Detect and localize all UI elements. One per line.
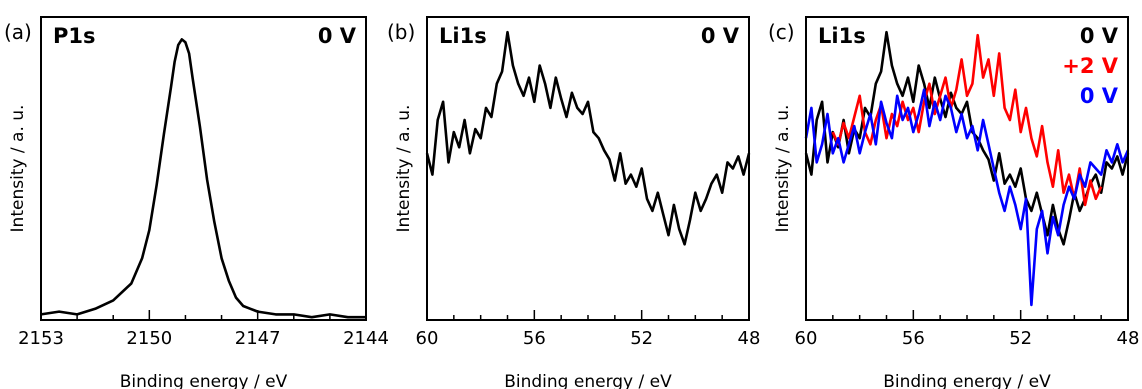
plot-frame bbox=[426, 16, 750, 321]
x-tick-label: 2144 bbox=[343, 328, 389, 349]
y-axis-title: Intensity / a. u. bbox=[773, 105, 793, 233]
x-tick-label: 48 bbox=[1117, 328, 1140, 349]
panel-tag: (a) bbox=[4, 20, 32, 44]
y-axis-title: Intensity / a. u. bbox=[8, 105, 28, 233]
core-level-label: P1s bbox=[53, 24, 96, 48]
x-tick-label: 2147 bbox=[235, 328, 281, 349]
plot-frame bbox=[805, 16, 1129, 321]
series-line-2 bbox=[831, 33, 1103, 207]
x-tick-label: 52 bbox=[1009, 328, 1032, 349]
x-tick-label: 60 bbox=[795, 328, 818, 349]
x-axis-title: Binding energy / eV bbox=[120, 372, 288, 389]
x-tick-label: 48 bbox=[738, 328, 761, 349]
x-tick-label: 2153 bbox=[18, 328, 64, 349]
panels: 2153 2150 2147 2144 (a) P1s 0 V Binding energy … bbox=[4, 16, 1140, 389]
series-line-1 bbox=[425, 30, 751, 246]
y-axis-title: Intensity / a. u. bbox=[394, 105, 414, 233]
panel-3: 60 56 52 48 (c) Li1s 0 V +2 V 0 V Binding energy … bbox=[768, 16, 1140, 389]
core-level-label: Li1s bbox=[439, 24, 487, 48]
x-tick-label: 56 bbox=[523, 328, 546, 349]
voltage-label: +2 V bbox=[1062, 54, 1119, 78]
panel-1: 2153 2150 2147 2144 (a) P1s 0 V Binding energy … bbox=[4, 16, 389, 389]
x-axis-title: Binding energy / eV bbox=[504, 372, 672, 389]
series-line-1 bbox=[40, 38, 366, 319]
voltage-label: 0 V bbox=[1080, 24, 1119, 48]
series-line-3 bbox=[804, 88, 1130, 307]
x-tick-label: 2150 bbox=[126, 328, 172, 349]
panel-tag: (c) bbox=[768, 20, 795, 44]
voltage-label: 0 V bbox=[701, 24, 740, 48]
x-tick-label: 60 bbox=[416, 328, 439, 349]
x-tick-label: 56 bbox=[902, 328, 925, 349]
x-tick-label: 52 bbox=[630, 328, 653, 349]
panel-tag: (b) bbox=[387, 20, 415, 44]
voltage-label: 0 V bbox=[1080, 84, 1119, 108]
plot-frame bbox=[40, 16, 367, 321]
voltage-label: 0 V bbox=[318, 24, 357, 48]
x-axis-title: Binding energy / eV bbox=[883, 372, 1051, 389]
panel-2: 60 56 52 48 (b) Li1s 0 V Binding energy / eV Int… bbox=[387, 16, 761, 389]
core-level-label: Li1s bbox=[818, 24, 866, 48]
